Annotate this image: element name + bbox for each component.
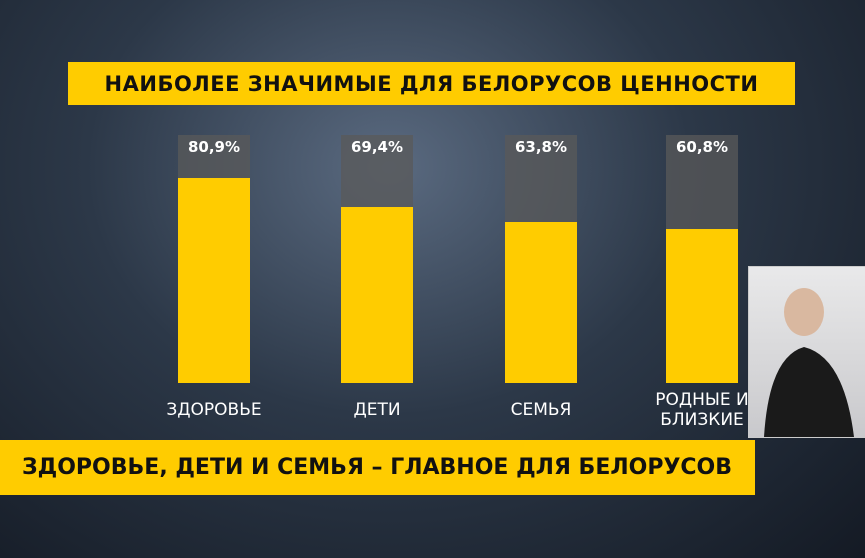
chart-title: НАИБОЛЕЕ ЗНАЧИМЫЕ ДЛЯ БЕЛОРУСОВ ЦЕННОСТИ (68, 62, 795, 105)
category-label: ЗДОРОВЬЕ (166, 400, 262, 420)
signer-figure (764, 288, 854, 437)
news-ticker: ЗДОРОВЬЕ, ДЕТИ И СЕМЬЯ – ГЛАВНОЕ ДЛЯ БЕЛ… (0, 440, 755, 495)
category-label: СЕМЬЯ (510, 400, 572, 420)
category-label: ДЕТИ (353, 400, 401, 420)
value-label: 60,8% (675, 138, 729, 156)
bar (505, 221, 577, 383)
sign-language-inset (748, 266, 865, 438)
value-label: 80,9% (187, 138, 241, 156)
value-label: 69,4% (350, 138, 404, 156)
body (764, 347, 854, 437)
head (784, 288, 824, 336)
bar (178, 178, 250, 383)
bar (341, 207, 413, 383)
category-label: РОДНЫЕ И БЛИЗКИЕ (655, 390, 749, 430)
bar (666, 229, 738, 383)
value-label: 63,8% (514, 138, 568, 156)
